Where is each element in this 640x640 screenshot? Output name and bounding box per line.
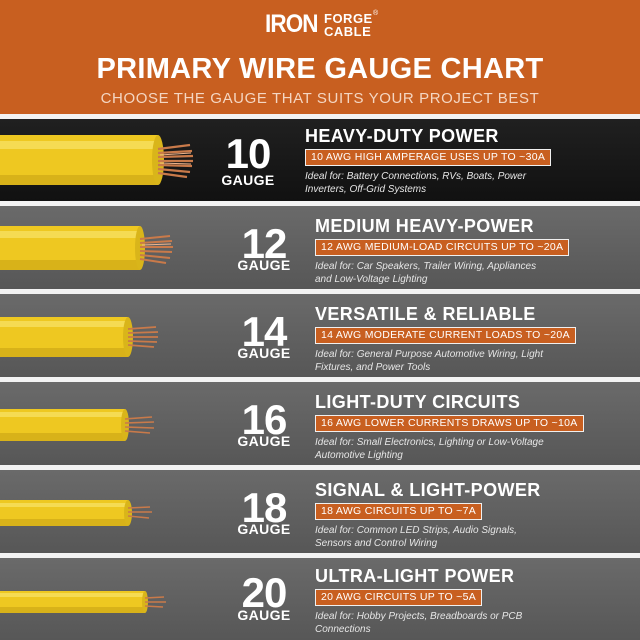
divider xyxy=(0,289,640,294)
gauge-row-14: 14 GAUGE VERSATILE & RELIABLE 14 AWG MOD… xyxy=(0,294,640,377)
ampacity-badge: 16 AWG LOWER CURRENTS DRAWS UP TO ~10A xyxy=(315,415,584,432)
gauge-number: 12 xyxy=(241,220,288,267)
gauge-title: SIGNAL & LIGHT-POWER xyxy=(315,480,541,500)
gauge-number: 14 xyxy=(241,308,288,355)
gauge-title: HEAVY-DUTY POWER xyxy=(305,126,499,146)
brand-logo-iron: IRON xyxy=(265,10,319,38)
wire-image-16 xyxy=(0,409,155,441)
brand-logo-forge: FORGE xyxy=(324,11,373,26)
gauge-row-18: 18 GAUGE SIGNAL & LIGHT-POWER 18 AWG CIR… xyxy=(0,470,640,553)
gauge-info: LIGHT-DUTY CIRCUITS 16 AWG LOWER CURRENT… xyxy=(315,392,584,462)
gauge-description: Ideal for: Car Speakers, Trailer Wiring,… xyxy=(315,261,537,285)
divider xyxy=(0,201,640,206)
brand-logo-cable: CABLE xyxy=(324,24,372,39)
gauge-label: GAUGE xyxy=(237,433,291,449)
page-title: PRIMARY WIRE GAUGE CHART xyxy=(96,53,544,85)
brand-logo: IRON FORGE CABLE ® xyxy=(265,10,380,40)
gauge-number: 20 xyxy=(241,569,288,616)
gauge-title: MEDIUM HEAVY-POWER xyxy=(315,216,534,236)
ampacity-badge: 14 AWG MODERATE CURRENT LOADS TO ~20A xyxy=(315,327,576,344)
ampacity-badge: 20 AWG CIRCUITS UP TO ~5A xyxy=(315,589,483,606)
gauge-row-16: 16 GAUGE LIGHT-DUTY CIRCUITS 16 AWG LOWE… xyxy=(0,382,640,465)
gauge-number: 16 xyxy=(241,396,288,443)
gauge-label: GAUGE xyxy=(237,521,291,537)
ampacity-badge: 10 AWG HIGH AMPERAGE USES UP TO ~30A xyxy=(305,149,552,166)
gauge-row-20: 20 GAUGE ULTRA-LIGHT POWER 20 AWG CIRCUI… xyxy=(0,558,640,640)
gauge-description: Ideal for: Small Electronics, Lighting o… xyxy=(315,437,544,461)
gauge-title: VERSATILE & RELIABLE xyxy=(315,304,536,324)
gauge-description: Ideal for: Common LED Strips, Audio Sign… xyxy=(315,525,517,549)
divider xyxy=(0,377,640,382)
divider xyxy=(0,465,640,470)
gauge-label: GAUGE xyxy=(237,257,291,273)
gauge-description: Ideal for: Hobby Projects, Breadboards o… xyxy=(315,611,523,635)
gauge-label: GAUGE xyxy=(221,172,275,188)
ampacity-badge: 18 AWG CIRCUITS UP TO ~7A xyxy=(315,503,483,520)
header-banner: IRON FORGE CABLE ® PRIMARY WIRE GAUGE CH… xyxy=(0,0,640,114)
gauge-row-10: 10 GAUGE HEAVY-DUTY POWER 10 AWG HIGH AM… xyxy=(0,119,640,201)
gauge-info: MEDIUM HEAVY-POWER 12 AWG MEDIUM-LOAD CI… xyxy=(315,216,570,286)
gauge-row-12: 12 GAUGE MEDIUM HEAVY-POWER 12 AWG MEDIU… xyxy=(0,206,640,289)
wire-image-20 xyxy=(0,591,166,613)
wire-image-10 xyxy=(0,135,194,185)
wire-image-18 xyxy=(0,500,152,526)
gauge-number: 10 xyxy=(225,130,272,177)
ampacity-badge: 12 AWG MEDIUM-LOAD CIRCUITS UP TO ~20A xyxy=(315,239,570,256)
gauge-description: Ideal for: Battery Connections, RVs, Boa… xyxy=(305,171,527,195)
gauge-info: ULTRA-LIGHT POWER 20 AWG CIRCUITS UP TO … xyxy=(315,566,555,636)
gauge-info: VERSATILE & RELIABLE 14 AWG MODERATE CUR… xyxy=(315,304,576,374)
gauge-label: GAUGE xyxy=(237,345,291,361)
divider xyxy=(0,114,640,119)
gauge-title: LIGHT-DUTY CIRCUITS xyxy=(315,392,521,412)
wire-image-12 xyxy=(0,226,173,270)
divider xyxy=(0,553,640,558)
page-subtitle: CHOOSE THE GAUGE THAT SUITS YOUR PROJECT… xyxy=(100,90,540,107)
gauge-title: ULTRA-LIGHT POWER xyxy=(315,566,515,586)
gauge-number: 18 xyxy=(241,484,288,531)
gauge-info: HEAVY-DUTY POWER 10 AWG HIGH AMPERAGE US… xyxy=(305,126,552,196)
gauge-label: GAUGE xyxy=(237,607,291,623)
gauge-info: SIGNAL & LIGHT-POWER 18 AWG CIRCUITS UP … xyxy=(315,480,555,550)
gauge-description: Ideal for: General Purpose Automotive Wi… xyxy=(315,349,543,373)
brand-logo-registered: ® xyxy=(373,10,379,17)
wire-image-14 xyxy=(0,317,159,357)
